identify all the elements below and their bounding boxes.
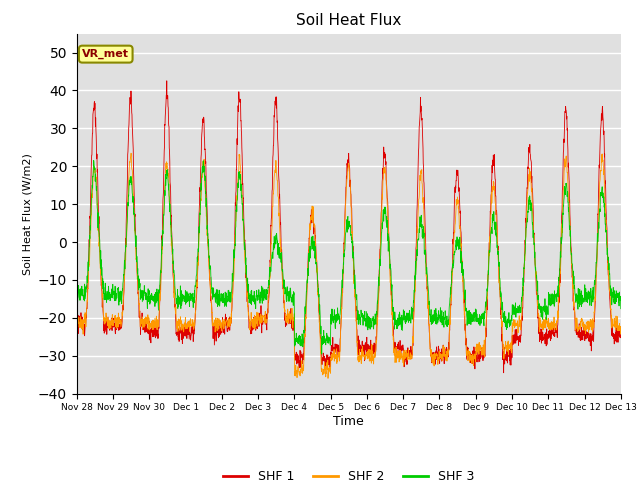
SHF 2 [584,319,592,325]
Line: SHF 1: SHF 1 [77,81,621,373]
SHF 2 [365,352,372,358]
SHF 2 [73,324,81,329]
SHF 1 [73,326,81,332]
SHF 2 [617,324,625,329]
Line: SHF 2: SHF 2 [77,153,621,378]
SHF 2 [377,240,385,245]
SHF 1 [163,78,171,84]
SHF 3 [617,306,625,312]
SHF 3 [318,351,326,357]
Line: SHF 3: SHF 3 [77,160,621,354]
Y-axis label: Soil Heat Flux (W/m2): Soil Heat Flux (W/m2) [22,153,32,275]
SHF 1 [584,331,592,337]
SHF 2 [570,282,577,288]
Title: Soil Heat Flux: Soil Heat Flux [296,13,401,28]
SHF 1 [508,357,515,363]
SHF 3 [365,324,372,329]
SHF 1 [500,370,508,376]
SHF 1 [570,299,577,304]
SHF 1 [617,329,625,335]
SHF 2 [508,348,515,354]
Text: VR_met: VR_met [82,49,129,59]
SHF 2 [225,322,232,328]
SHF 1 [376,241,384,247]
SHF 3 [570,273,577,278]
SHF 2 [127,150,135,156]
SHF 3 [377,252,385,258]
Legend: SHF 1, SHF 2, SHF 3: SHF 1, SHF 2, SHF 3 [218,465,479,480]
SHF 1 [365,347,372,352]
X-axis label: Time: Time [333,415,364,428]
SHF 3 [90,157,97,163]
SHF 2 [324,375,332,381]
SHF 3 [508,317,515,323]
SHF 3 [73,298,81,303]
SHF 3 [225,288,232,293]
SHF 3 [584,288,592,294]
SHF 1 [225,325,232,331]
